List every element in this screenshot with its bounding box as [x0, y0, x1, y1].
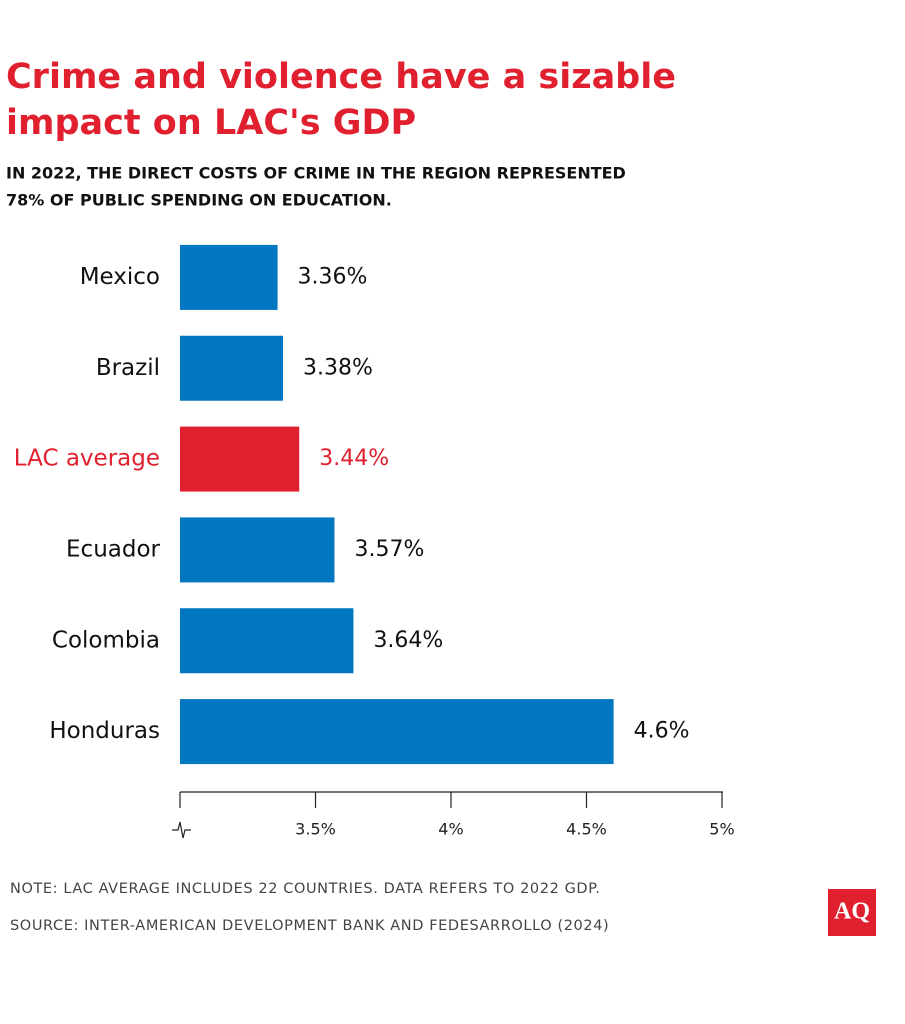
bar [180, 517, 335, 583]
y-tick-label: Brazil [96, 355, 160, 381]
x-tick-label: 5% [709, 820, 734, 839]
x-tick-label: 4.5% [566, 820, 607, 839]
bar [180, 426, 300, 492]
value-label: 3.57% [354, 537, 424, 562]
logo: AQ [834, 899, 870, 925]
value-label: 3.38% [303, 355, 373, 380]
value-label: 4.6% [634, 719, 690, 744]
logo-box [828, 889, 876, 936]
bar [180, 244, 278, 310]
chart-title: impact on LAC's GDP [6, 103, 416, 143]
y-tick-label: Colombia [52, 627, 160, 653]
subtitle: IN 2022, THE DIRECT COSTS OF CRIME IN TH… [6, 164, 626, 183]
y-tick-label: Honduras [49, 718, 160, 744]
y-tick-label: Ecuador [66, 536, 161, 562]
value-label: 3.64% [373, 628, 443, 653]
subtitle: 78% OF PUBLIC SPENDING ON EDUCATION. [6, 191, 392, 210]
bar [180, 335, 283, 401]
bar [180, 699, 614, 765]
note: NOTE: LAC AVERAGE INCLUDES 22 COUNTRIES.… [10, 881, 601, 897]
y-tick-label: LAC average [14, 446, 160, 472]
x-tick-label: 4% [438, 820, 463, 839]
bar [180, 608, 354, 674]
chart-title: Crime and violence have a sizable [6, 57, 676, 97]
y-tick-label: Mexico [80, 264, 160, 290]
source: SOURCE: INTER-AMERICAN DEVELOPMENT BANK … [10, 918, 609, 934]
value-label: 3.44% [319, 446, 389, 471]
value-label: 3.36% [298, 264, 368, 289]
x-tick-label: 3.5% [295, 820, 336, 839]
axis-break [172, 821, 191, 839]
